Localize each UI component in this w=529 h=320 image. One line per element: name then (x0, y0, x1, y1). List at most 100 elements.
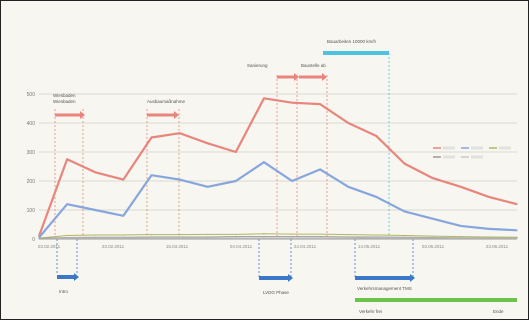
phase-label: LVDG Phase (263, 290, 289, 295)
series-0-point (94, 171, 96, 173)
legend-text-blur-3 (443, 155, 455, 159)
legend-text-blur-1 (471, 146, 483, 150)
series-0-point (291, 102, 293, 104)
series-0-point (207, 142, 209, 144)
series-1-point (66, 203, 68, 205)
series-2-point (207, 233, 209, 235)
intro-arrow (57, 273, 79, 281)
x-tick-label: 23.02.2011 (102, 244, 125, 249)
series-2-point (66, 234, 68, 237)
series-3-point (150, 236, 153, 238)
series-3-point (375, 236, 378, 238)
series-1-point (178, 178, 181, 181)
series-1-point (291, 180, 293, 182)
series-1-point (207, 186, 209, 188)
series-2-point (347, 234, 349, 236)
ausbau-arrow (147, 111, 179, 119)
series-4-point (319, 237, 321, 239)
series-0-point (460, 186, 462, 188)
series-0-point (263, 97, 265, 99)
series-line-3 (38, 236, 517, 239)
series-4-point (403, 237, 406, 239)
series-3-point (207, 236, 209, 238)
x-tick-label: 03.02.2011 (38, 244, 61, 249)
series-1-point (263, 161, 265, 163)
series-0-point (516, 203, 518, 205)
y-tick-label: 500 (27, 92, 36, 98)
x-tick-label: 03.06.2011 (422, 244, 445, 249)
series-1-point (432, 218, 434, 220)
series-1-point (488, 228, 490, 230)
series-2-point (291, 233, 293, 235)
series-0-point (66, 158, 68, 160)
series-3-point (319, 236, 321, 238)
series-2-point (122, 234, 124, 236)
series-4-point (66, 237, 68, 239)
series-1-point (235, 180, 237, 182)
series-0-point (432, 177, 434, 179)
series-3-point (122, 236, 124, 238)
series-1-point (122, 215, 124, 217)
wiesbaden-label: Wiesbaden (53, 93, 76, 98)
series-2-point (375, 234, 378, 236)
series-3-point (94, 236, 96, 238)
series-0-point (319, 103, 321, 105)
series-4-point (207, 237, 209, 239)
end-label: Ende (493, 309, 504, 314)
legend-layer (433, 146, 511, 159)
x-tick-label: 04.04.2011 (230, 244, 253, 249)
series-0-point (347, 122, 349, 124)
series-3-point (291, 236, 293, 238)
series-3-point (347, 236, 349, 238)
phase-arrow (259, 274, 293, 282)
series-4-point (347, 237, 349, 239)
series-4-point (122, 237, 124, 239)
series-1-point (375, 196, 378, 198)
y-tick-label: 300 (27, 150, 36, 156)
series-0-point (488, 196, 490, 198)
series-0-point (403, 163, 406, 165)
series-2-point (488, 236, 490, 238)
grid-layer (39, 93, 517, 240)
series-1-point (516, 229, 518, 231)
series-2-point (403, 234, 406, 237)
series-4-point (235, 237, 237, 239)
sanierung-arrow (277, 73, 299, 81)
x-tick-label: 15.03.2011 (166, 244, 189, 249)
series-line-1 (38, 161, 518, 239)
legend-text-blur-0 (443, 146, 455, 150)
y-tick-label: 200 (27, 179, 36, 185)
baustelle-arrow-head (322, 73, 327, 81)
series-2-point (150, 234, 153, 236)
series-2-point (178, 234, 181, 236)
ausbau-label: Ausbaumaßnahme (147, 99, 186, 104)
intro-arrow-head (74, 273, 79, 281)
series-2-point (432, 235, 434, 237)
phase-arrow-head (288, 274, 293, 282)
legend-text-blur-4 (471, 155, 483, 159)
wiesbaden-label: Wiesbaden (53, 99, 76, 104)
series-4-point (94, 237, 96, 239)
x-tick-label: 23.06.2011 (486, 244, 509, 249)
topbar-label: Bauarbeiten 10000 km/h (327, 39, 377, 44)
series-2-point (516, 236, 518, 238)
series-3-point (263, 236, 265, 238)
series-1-point (94, 209, 96, 211)
series-2-point (94, 234, 96, 236)
series-2-point (263, 233, 265, 235)
longblue-label: Verkehrsmanagement TMS (357, 286, 412, 291)
x-tick-label: 24.04.2011 (294, 244, 317, 249)
intro-label: Intro (59, 289, 69, 294)
series-2-point (235, 233, 237, 235)
y-tick-label: 100 (27, 208, 36, 214)
series-1-point (460, 225, 462, 227)
series-4-point (291, 237, 293, 239)
series-1-point (150, 174, 153, 176)
ausbau-arrow-head (174, 111, 179, 119)
green-label: Verkehr frei (359, 309, 382, 314)
series-4-point (432, 237, 434, 239)
series-0-point (375, 135, 378, 137)
series-0-point (235, 151, 237, 153)
series-4-point (375, 237, 378, 239)
